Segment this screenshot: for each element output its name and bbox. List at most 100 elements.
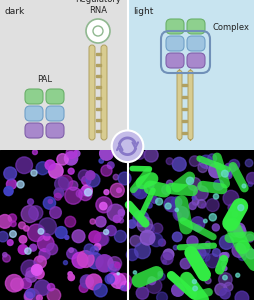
Circle shape [157,273,164,280]
Circle shape [161,185,170,194]
Circle shape [246,172,254,184]
Circle shape [203,219,206,223]
Circle shape [118,172,131,185]
Circle shape [231,211,237,217]
Circle shape [21,206,38,223]
Circle shape [190,217,204,230]
Circle shape [21,260,38,277]
FancyBboxPatch shape [46,123,64,138]
Circle shape [46,243,57,255]
Circle shape [245,249,254,259]
Circle shape [19,222,25,229]
FancyBboxPatch shape [25,89,43,104]
Circle shape [109,262,119,272]
FancyBboxPatch shape [165,53,183,68]
Text: PAL: PAL [37,75,52,84]
Circle shape [136,217,152,232]
Circle shape [36,162,49,175]
Circle shape [108,264,116,272]
Circle shape [72,230,85,243]
Circle shape [30,244,37,251]
FancyBboxPatch shape [165,19,183,34]
Circle shape [187,178,200,191]
Circle shape [78,170,89,181]
Circle shape [3,253,7,257]
Circle shape [77,250,94,267]
Circle shape [200,204,205,208]
Circle shape [214,284,226,296]
Circle shape [244,159,252,167]
Circle shape [25,248,31,254]
Circle shape [226,226,231,232]
Circle shape [81,185,92,196]
Circle shape [146,278,161,293]
Circle shape [192,280,196,284]
Circle shape [234,226,245,238]
Circle shape [84,189,91,196]
Circle shape [172,232,181,242]
Circle shape [99,202,107,210]
FancyBboxPatch shape [101,45,107,140]
Circle shape [230,227,240,237]
Circle shape [86,19,109,43]
Circle shape [57,154,68,165]
Circle shape [166,180,172,187]
Circle shape [37,235,54,252]
Circle shape [6,179,17,189]
Circle shape [188,202,196,209]
Circle shape [237,205,243,211]
Text: Complex: Complex [212,22,249,32]
Circle shape [224,164,231,170]
Circle shape [192,196,196,200]
Circle shape [175,212,180,218]
Circle shape [111,130,143,162]
Circle shape [103,230,108,235]
Bar [182,83,187,86]
Circle shape [212,224,218,231]
Circle shape [201,253,209,261]
FancyBboxPatch shape [25,123,43,138]
Circle shape [31,170,37,176]
Circle shape [109,273,120,284]
Circle shape [223,166,228,171]
FancyBboxPatch shape [165,36,183,51]
Circle shape [96,255,113,272]
Circle shape [131,187,140,196]
Circle shape [47,288,60,300]
Circle shape [171,197,181,207]
Circle shape [222,275,226,280]
Circle shape [172,157,185,171]
Circle shape [39,249,50,260]
Circle shape [127,220,135,228]
Circle shape [48,199,52,203]
Circle shape [247,182,251,186]
Circle shape [241,184,245,188]
Circle shape [157,272,162,276]
Circle shape [172,206,187,221]
Circle shape [86,173,100,187]
Circle shape [0,231,8,242]
Circle shape [66,148,77,158]
Circle shape [68,274,74,280]
Bar [96,130,101,132]
Circle shape [235,273,239,277]
Circle shape [43,234,50,240]
Circle shape [140,230,154,245]
Circle shape [94,232,107,246]
Circle shape [204,242,210,246]
Circle shape [25,271,37,282]
Circle shape [219,253,227,261]
Circle shape [199,155,212,168]
Circle shape [213,194,218,199]
Circle shape [69,248,73,252]
Circle shape [191,246,205,260]
Circle shape [50,207,61,218]
Circle shape [237,252,245,260]
Circle shape [219,235,233,249]
Circle shape [114,230,126,242]
Circle shape [223,219,233,229]
Circle shape [212,249,219,256]
Circle shape [174,207,188,221]
Circle shape [45,160,55,170]
Circle shape [21,278,31,289]
